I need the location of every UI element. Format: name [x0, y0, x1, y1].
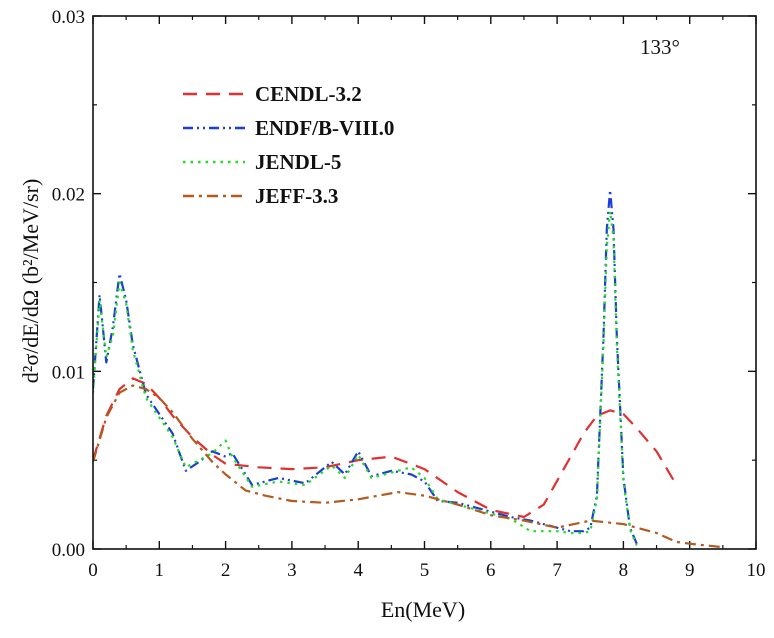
x-tick-label: 0 — [88, 560, 98, 581]
y-tick-label: 0.03 — [52, 7, 85, 28]
legend: CENDL-3.2 ENDF/B-VIII.0 JENDL-5 JEFF-3.3 — [183, 82, 394, 208]
y-tick-label: 0.02 — [52, 185, 85, 206]
x-tick-label: 9 — [685, 560, 695, 581]
x-tick-label: 3 — [287, 560, 297, 581]
legend-label: JEFF-3.3 — [255, 184, 338, 208]
legend-label: ENDF/B-VIII.0 — [255, 116, 394, 140]
legend-label: JENDL-5 — [255, 150, 341, 174]
x-tick-label: 6 — [486, 560, 496, 581]
series-line-cendl-3-2 — [93, 377, 678, 519]
series-line-endf-b-viii-0 — [93, 189, 638, 545]
y-tick-label: 0.00 — [52, 540, 85, 561]
x-tick-label: 7 — [552, 560, 562, 581]
x-tick-label: 8 — [619, 560, 629, 581]
x-tick-label: 2 — [221, 560, 231, 581]
series-layer — [93, 189, 724, 549]
plot-frame — [92, 15, 757, 550]
y-axis-title: d²σ/dE/dΩ (b²/MeV/sr) — [18, 179, 43, 384]
y-tick-label: 0.01 — [52, 362, 85, 383]
x-axis-title: En(MeV) — [381, 597, 465, 622]
series-line-jeff-3-3 — [93, 384, 724, 549]
series-line-jendl-5 — [93, 210, 638, 546]
tick-labels: 0 1 2 3 4 5 6 7 8 9 10 0.00 0.01 0.02 0.03 — [52, 7, 766, 581]
x-tick-label: 5 — [420, 560, 430, 581]
legend-label: CENDL-3.2 — [255, 82, 362, 106]
x-tick-label: 1 — [155, 560, 165, 581]
angle-annotation: 133° — [640, 35, 680, 59]
x-tick-label: 4 — [353, 560, 363, 581]
x-tick-label: 10 — [747, 560, 766, 581]
